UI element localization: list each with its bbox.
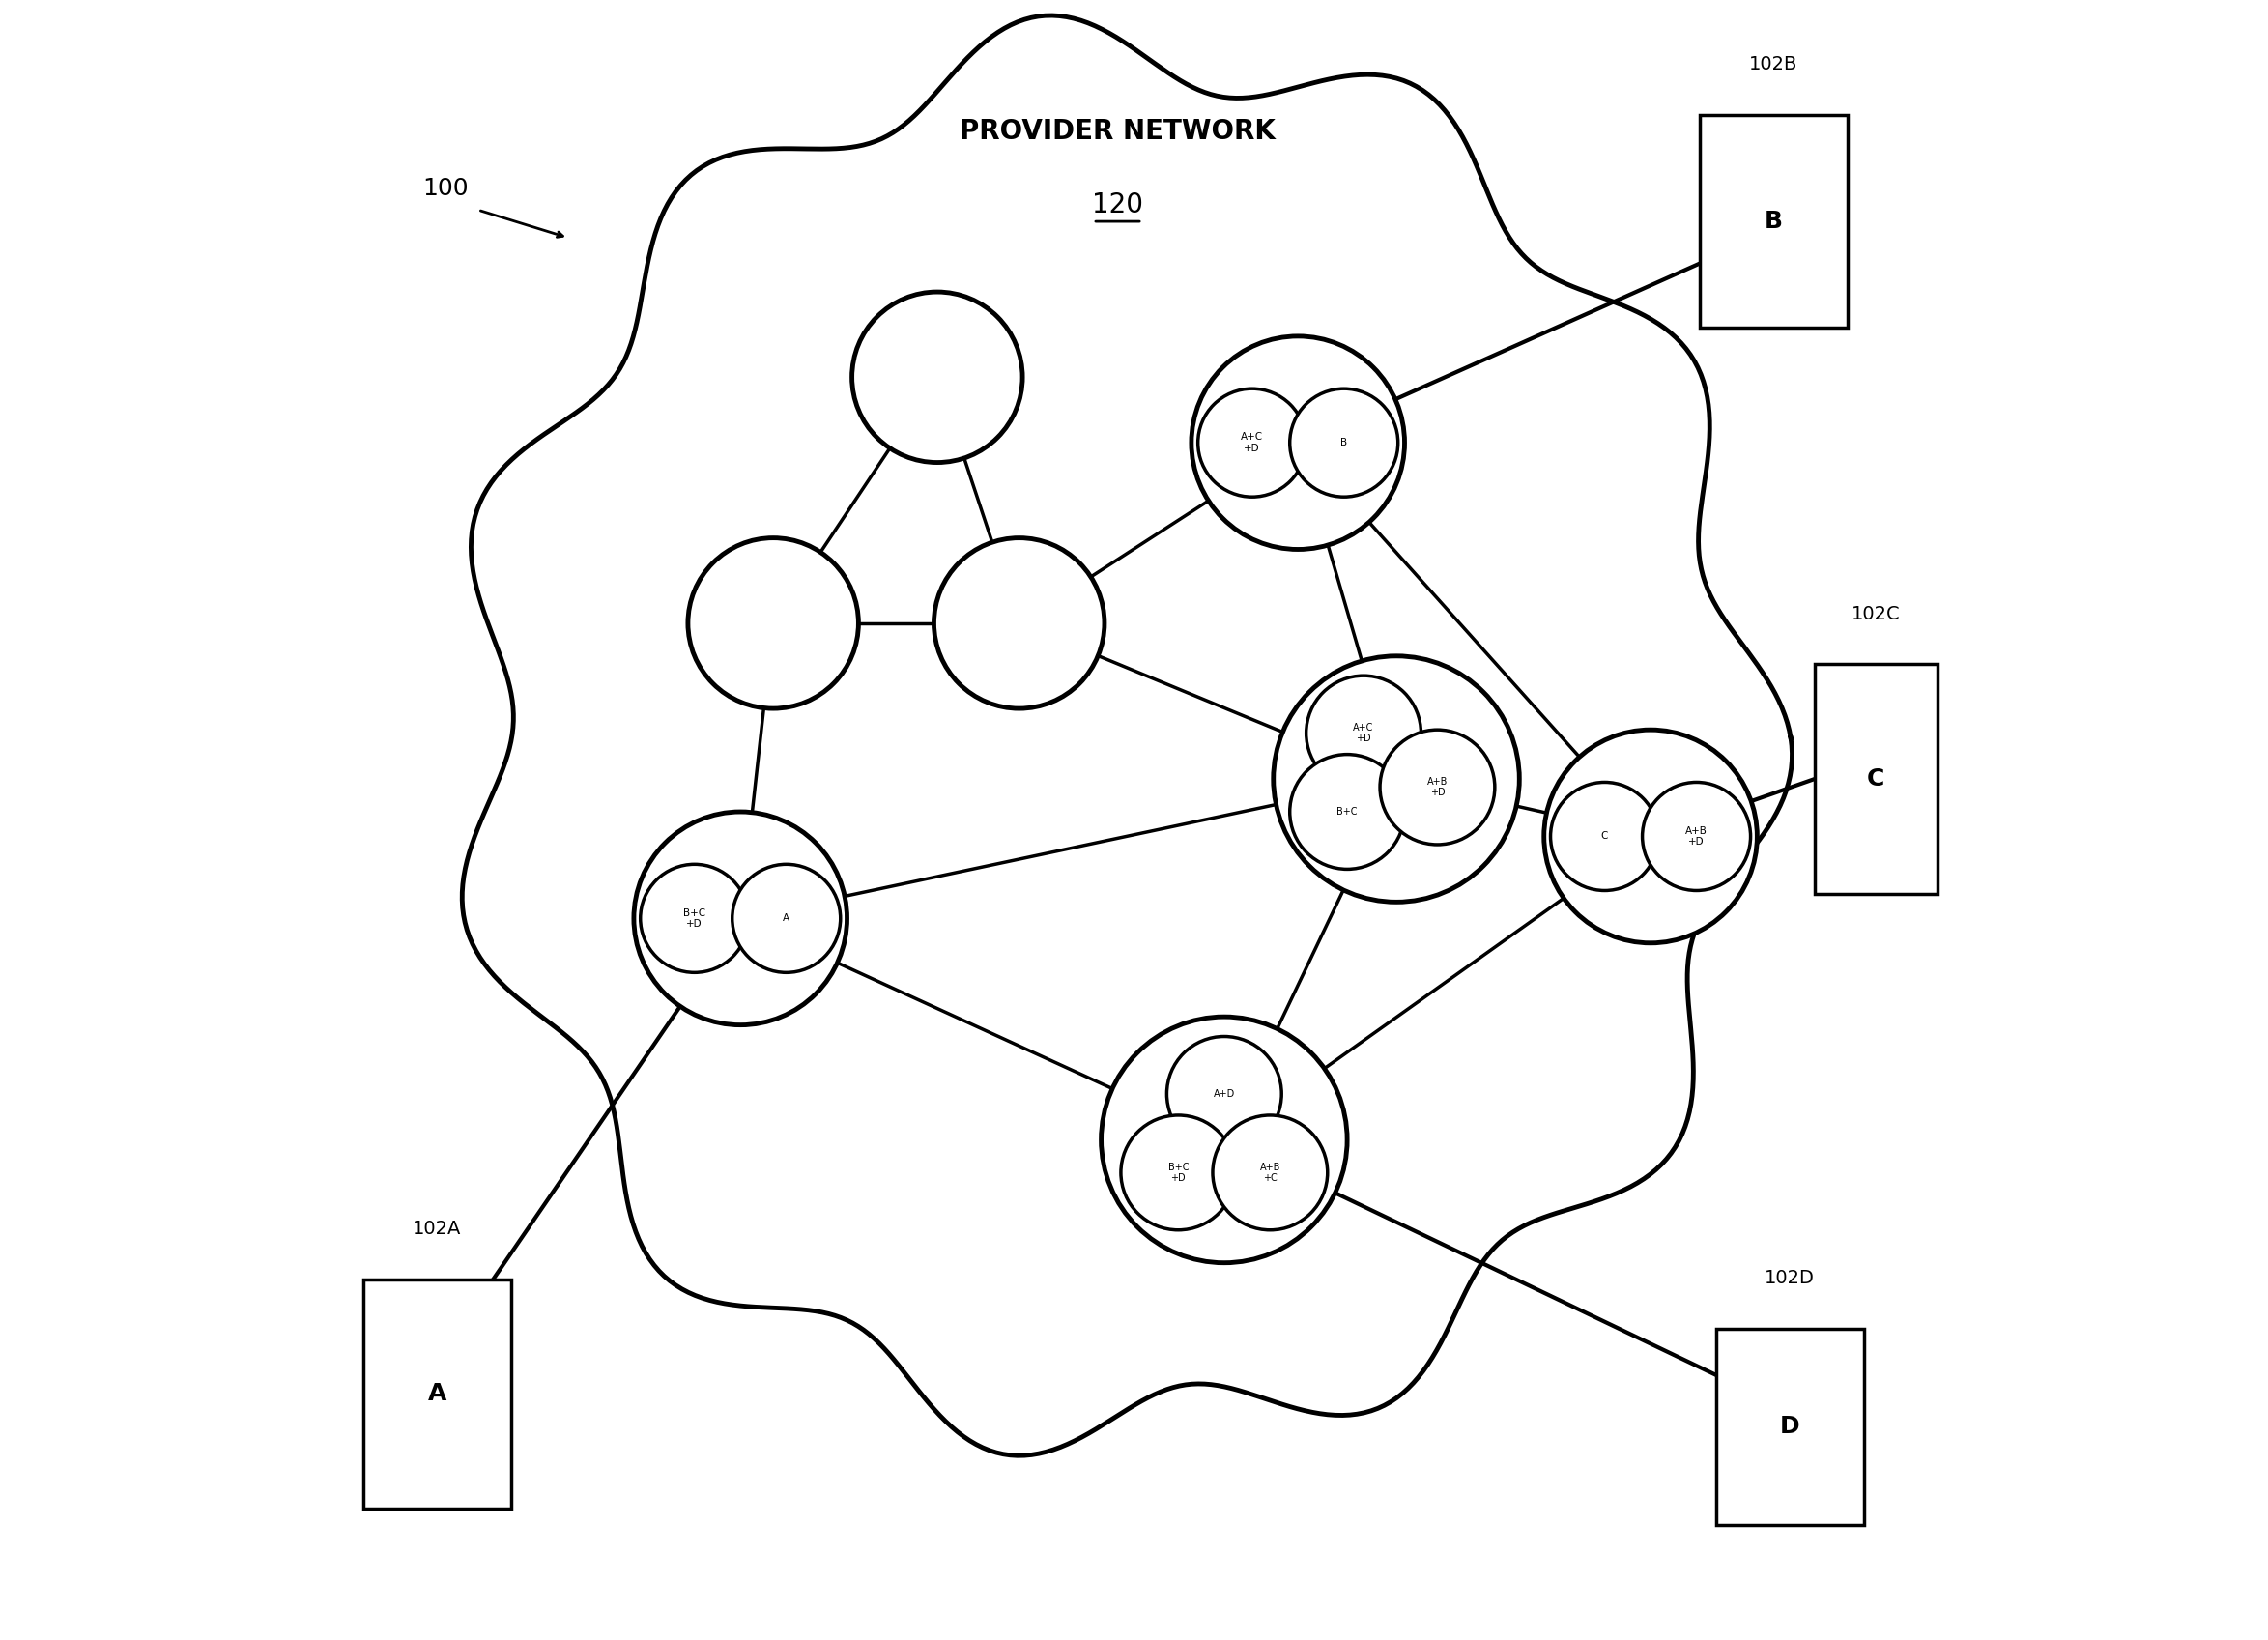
Circle shape: [733, 864, 841, 973]
Text: 120: 120: [1091, 192, 1143, 218]
Circle shape: [687, 538, 860, 708]
Circle shape: [1290, 389, 1397, 497]
Bar: [1717, 1328, 1864, 1525]
Circle shape: [1191, 336, 1404, 549]
Circle shape: [633, 812, 846, 1025]
Circle shape: [640, 864, 748, 973]
Circle shape: [1102, 1017, 1347, 1263]
Text: B: B: [1765, 210, 1783, 233]
Text: A+C
+D: A+C +D: [1354, 723, 1374, 743]
Text: A+B
+D: A+B +D: [1685, 827, 1708, 846]
Text: D: D: [1780, 1415, 1801, 1438]
Text: A: A: [429, 1383, 447, 1405]
Circle shape: [1213, 1115, 1327, 1230]
Bar: [363, 1279, 510, 1509]
Text: A+D: A+D: [1213, 1089, 1236, 1099]
Circle shape: [853, 292, 1023, 462]
Text: PROVIDER NETWORK: PROVIDER NETWORK: [959, 118, 1275, 144]
Circle shape: [1379, 730, 1495, 845]
Polygon shape: [463, 15, 1792, 1456]
Text: A+B
+D: A+B +D: [1427, 777, 1447, 797]
Circle shape: [1290, 754, 1404, 869]
Text: C: C: [1601, 831, 1608, 841]
Bar: [1814, 664, 1937, 894]
Circle shape: [1551, 782, 1658, 891]
Text: C: C: [1867, 768, 1885, 790]
Bar: [1699, 115, 1848, 328]
Text: A: A: [782, 913, 789, 923]
Text: 102C: 102C: [1851, 605, 1901, 623]
Text: 102B: 102B: [1749, 56, 1799, 74]
Text: B: B: [1340, 438, 1347, 448]
Text: B+C
+D: B+C +D: [683, 909, 705, 928]
Circle shape: [1272, 656, 1520, 902]
Text: A+C
+D: A+C +D: [1241, 433, 1263, 453]
Text: B+C
+D: B+C +D: [1168, 1163, 1188, 1182]
Circle shape: [1198, 389, 1306, 497]
Text: 102A: 102A: [413, 1220, 460, 1238]
Circle shape: [1306, 676, 1422, 790]
Text: B+C: B+C: [1336, 807, 1359, 817]
Circle shape: [1545, 730, 1758, 943]
Circle shape: [1642, 782, 1751, 891]
Text: 102D: 102D: [1765, 1269, 1814, 1287]
Circle shape: [1120, 1115, 1236, 1230]
Text: 100: 100: [422, 177, 467, 200]
Text: A+B
+C: A+B +C: [1259, 1163, 1281, 1182]
Circle shape: [1166, 1036, 1281, 1151]
Circle shape: [934, 538, 1105, 708]
